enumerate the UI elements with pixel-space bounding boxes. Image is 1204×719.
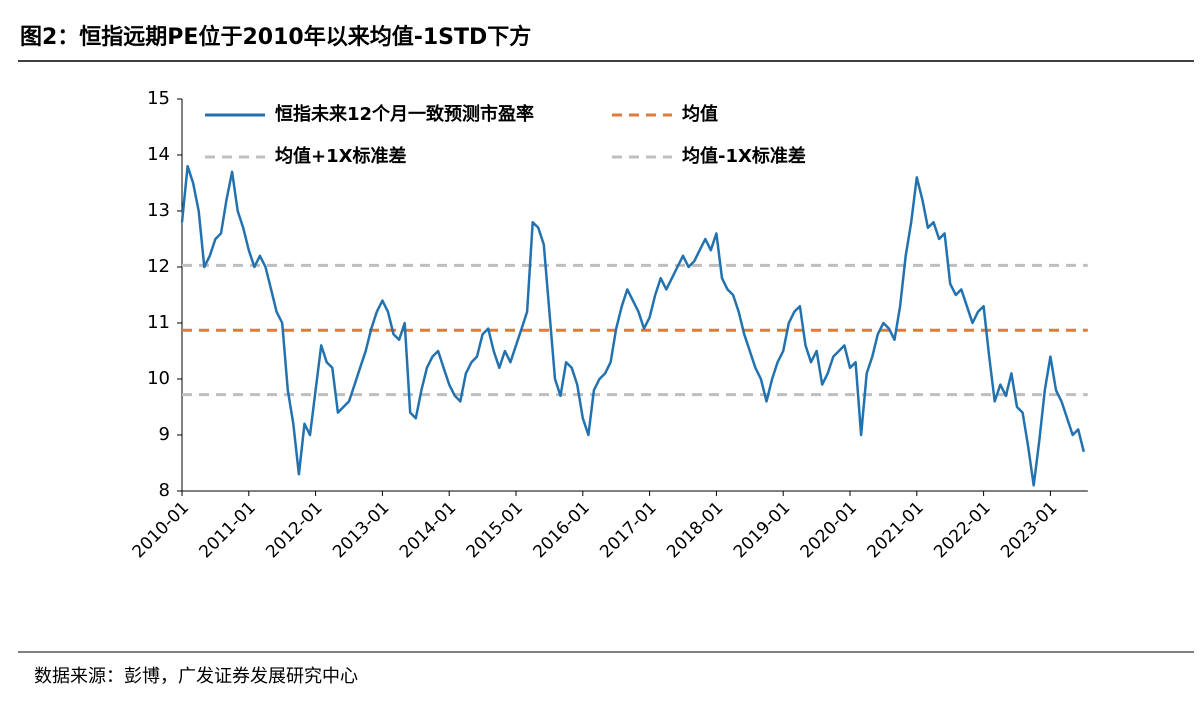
x-tick-label: 2015-01 <box>463 498 527 562</box>
x-tick-label: 2021-01 <box>864 498 928 562</box>
chart-title: 图2：恒指远期PE位于2010年以来均值-1STD下方 <box>20 24 531 50</box>
x-tick-label: 2012-01 <box>262 498 326 562</box>
legend-label: 均值-1X标准差 <box>682 145 806 167</box>
x-tick-label: 2022-01 <box>930 498 994 562</box>
x-tick-label: 2010-01 <box>129 498 193 562</box>
x-tick-label: 2018-01 <box>663 498 727 562</box>
x-tick-label: 2017-01 <box>596 498 660 562</box>
y-tick-label: 11 <box>147 312 170 333</box>
x-tick-label: 2016-01 <box>530 498 594 562</box>
legend-label: 均值+1X标准差 <box>275 145 406 167</box>
x-tick-label: 2013-01 <box>329 498 393 562</box>
x-tick-label: 2023-01 <box>997 498 1061 562</box>
y-tick-label: 10 <box>147 368 170 389</box>
y-tick-label: 13 <box>147 200 170 221</box>
source-note: 数据来源：彭博，广发证券发展研究中心 <box>34 666 358 687</box>
y-tick-label: 12 <box>147 256 170 277</box>
x-tick-label: 2011-01 <box>196 498 260 562</box>
y-tick-label: 9 <box>159 424 170 445</box>
series-line <box>180 164 1086 487</box>
x-tick-label: 2014-01 <box>396 498 460 562</box>
x-tick-label: 2020-01 <box>797 498 861 562</box>
legend-label: 均值 <box>682 103 718 125</box>
y-tick-label: 14 <box>147 144 170 165</box>
x-tick-label: 2019-01 <box>730 498 794 562</box>
y-tick-label: 15 <box>147 88 170 109</box>
y-tick-label: 8 <box>159 480 170 501</box>
legend-label: 恒指未来12个月一致预测市盈率 <box>275 103 534 125</box>
